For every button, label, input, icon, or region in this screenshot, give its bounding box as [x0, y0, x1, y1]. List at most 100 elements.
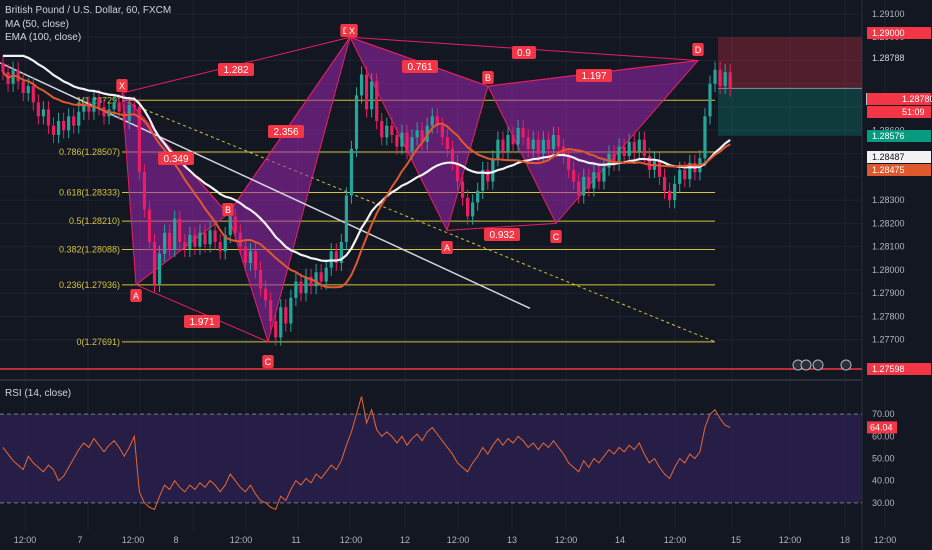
- candle-body: [380, 121, 384, 138]
- pattern2-point-a: A: [444, 243, 450, 253]
- candle-body: [173, 218, 177, 249]
- candle-body: [546, 139, 550, 149]
- candle-body: [304, 276, 308, 294]
- candle-body: [314, 272, 318, 287]
- candle-body: [11, 69, 15, 84]
- pattern2-point-d: D: [695, 45, 702, 55]
- rsi-tick: 30.00: [872, 498, 895, 508]
- candle-body: [375, 81, 379, 122]
- fib-level-label: 0.786(1.28507): [59, 147, 120, 157]
- pattern2-point-d-bg: [692, 43, 704, 56]
- candle-body: [223, 235, 227, 252]
- time-tick: 12:00: [447, 535, 470, 545]
- candle-body: [526, 137, 530, 149]
- ratio-label-bg: [218, 63, 254, 76]
- candle-body: [450, 148, 455, 163]
- price-tag-bg: [867, 363, 931, 375]
- candle-body: [218, 242, 222, 252]
- price-tick: 1.27700: [872, 335, 905, 345]
- candle-body: [435, 116, 439, 126]
- candle-body: [349, 148, 354, 196]
- pattern1-point-b: B: [225, 205, 231, 215]
- candle-body: [16, 69, 20, 82]
- rsi-tick: 70.00: [872, 409, 895, 419]
- time-tick: 8: [173, 535, 178, 545]
- candle-body: [642, 139, 646, 156]
- candle-body: [531, 139, 535, 149]
- candle-body: [390, 125, 394, 135]
- pattern2-point-x: X: [349, 26, 355, 36]
- ratio-label: 0.761: [407, 62, 432, 73]
- candle-body: [82, 104, 86, 112]
- rsi-tick: 40.00: [872, 476, 895, 486]
- candle-body: [365, 74, 369, 110]
- candle-body: [193, 235, 197, 247]
- price-tag: 1.29000: [872, 28, 905, 38]
- candle-body: [264, 288, 268, 301]
- candle-body: [21, 81, 25, 94]
- fib-level-label: 0.5(1.28210): [69, 216, 120, 226]
- event-icons[interactable]: [792, 359, 852, 371]
- price-tag: 1.28780: [902, 94, 932, 104]
- candle-body: [233, 216, 237, 233]
- pattern1-point-c: C: [265, 357, 272, 367]
- ratio-label-bg: [184, 315, 220, 328]
- candle-body: [344, 195, 348, 243]
- candle-body: [203, 232, 207, 245]
- take-profit-zone: [718, 88, 862, 136]
- candle-body: [430, 116, 434, 126]
- candle-body: [455, 162, 460, 182]
- rsi-indicator-label[interactable]: RSI (14, close): [5, 388, 72, 399]
- candle-body: [688, 162, 692, 180]
- candle-body: [324, 267, 328, 282]
- candle-body: [238, 232, 242, 247]
- candle-body: [354, 95, 359, 149]
- price-tick: 1.28200: [872, 218, 905, 228]
- ratio-label-bg: [484, 228, 520, 241]
- rsi-current-bg: [867, 421, 897, 434]
- time-tick: 13: [507, 535, 517, 545]
- ratio-label-bg: [576, 69, 612, 82]
- candle-body: [92, 97, 96, 112]
- symbol-title[interactable]: British Pound / U.S. Dollar, 60, FXCM: [5, 5, 172, 16]
- candle-body: [258, 269, 263, 289]
- candle-body: [577, 181, 581, 196]
- candle-body: [51, 125, 56, 135]
- ratio-label-bg: [512, 46, 536, 59]
- candle-body: [592, 172, 596, 189]
- time-tick: 12:00: [874, 535, 897, 545]
- ma-indicator-label[interactable]: MA (50, close): [5, 19, 69, 30]
- candle-body: [243, 246, 247, 263]
- rsi-pane[interactable]: 70.00 60.00 50.00 40.00 30.00 64.04: [0, 396, 897, 511]
- price-tag-bg: [867, 106, 931, 118]
- candle-body: [516, 127, 520, 145]
- harmonic-pattern[interactable]: [121, 36, 700, 344]
- candle-body: [501, 139, 505, 152]
- trend-lines[interactable]: [0, 62, 531, 310]
- candle-body: [127, 104, 131, 122]
- candle-body: [359, 74, 364, 96]
- candle-body: [137, 107, 141, 173]
- candle-body: [491, 158, 495, 182]
- ratio-label-bg: [158, 152, 194, 165]
- candle-body: [157, 253, 162, 284]
- pattern2-point-b-bg: [482, 71, 494, 84]
- candle-body: [294, 281, 298, 298]
- moving-averages: [2, 54, 731, 289]
- price-tag: 1.27598: [872, 364, 905, 374]
- rsi-tick: 50.00: [872, 454, 895, 464]
- candle-body: [289, 297, 293, 324]
- candle-body: [72, 116, 76, 126]
- ema-indicator-label[interactable]: EMA (100, close): [5, 32, 82, 43]
- candle-body: [97, 97, 101, 108]
- price-tick: 1.28100: [872, 242, 905, 252]
- candle-body: [67, 116, 71, 131]
- candle-body: [723, 72, 727, 87]
- price-axis[interactable]: 1.291001.290001.289001.286001.283001.282…: [0, 9, 932, 375]
- candle-body: [466, 197, 470, 217]
- time-tick: 15: [731, 535, 741, 545]
- time-axis[interactable]: 12:00 7 12:00 8 12:00 11 12:00 12 12:00 13 12:00 14…: [14, 535, 897, 545]
- price-tag-bg: [867, 93, 931, 105]
